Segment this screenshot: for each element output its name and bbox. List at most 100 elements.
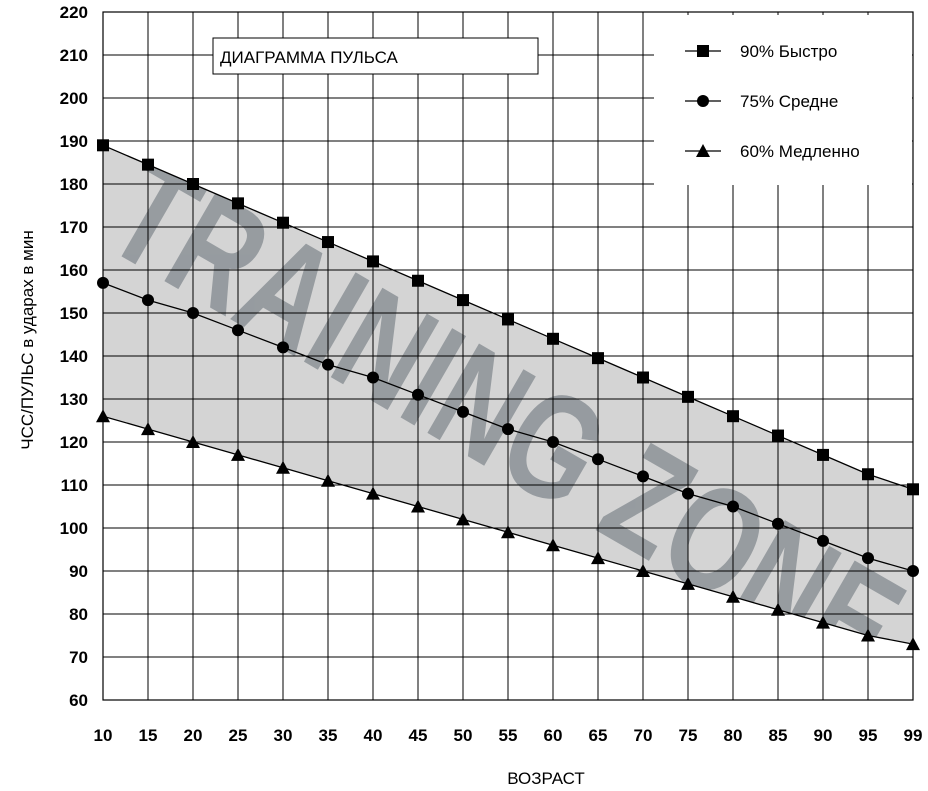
data-point-circle: [907, 565, 919, 577]
data-point-circle: [547, 436, 559, 448]
y-tick-label: 130: [60, 390, 88, 409]
data-point-square: [367, 255, 379, 268]
x-axis-ticks: 10 15 20 25 30 35 40 45 50 55 60 65 70 75 80 85 90 95 99: [94, 726, 923, 745]
legend-label: 90% Быстро: [740, 42, 837, 61]
data-point-triangle: [681, 576, 695, 590]
data-point-square: [457, 294, 469, 307]
data-point-square: [322, 236, 334, 249]
data-point-triangle: [816, 615, 830, 629]
x-tick-label: 75: [679, 726, 698, 745]
data-point-square: [142, 158, 154, 171]
y-tick-label: 150: [60, 304, 88, 323]
data-point-square: [97, 139, 109, 152]
series-square: [97, 139, 919, 496]
y-tick-label: 190: [60, 132, 88, 151]
chart-grid: [102, 11, 914, 701]
x-tick-label: 65: [589, 726, 608, 745]
data-point-circle: [862, 552, 874, 565]
data-point-square: [772, 429, 784, 442]
data-point-circle: [232, 324, 244, 337]
data-point-circle: [457, 405, 469, 418]
data-point-circle: [727, 500, 739, 513]
x-tick-label: 99: [904, 726, 923, 745]
chart-title: ДИАГРАММА ПУЛЬСА: [220, 48, 398, 67]
y-tick-label: 160: [60, 261, 88, 280]
data-point-circle: [502, 423, 514, 436]
x-tick-label: 50: [454, 726, 473, 745]
data-point-circle: [412, 388, 424, 401]
x-axis-label: ВОЗРАСТ: [507, 769, 585, 788]
data-point-circle: [682, 487, 694, 500]
x-tick-label: 10: [94, 726, 113, 745]
chart-title-box: ДИАГРАММА ПУЛЬСА: [212, 37, 539, 75]
data-point-circle: [817, 534, 829, 547]
x-tick-label: 90: [814, 726, 833, 745]
y-axis-label: ЧСС/ПУЛЬС в ударах в мин: [18, 230, 37, 450]
legend-marker-triangle: [696, 144, 710, 157]
x-tick-label: 70: [634, 726, 653, 745]
legend-marker-circle: [697, 95, 709, 107]
y-tick-label: 100: [60, 519, 88, 538]
legend-label: 75% Средне: [740, 92, 838, 111]
data-point-square: [502, 313, 514, 326]
data-point-circle: [637, 470, 649, 483]
y-tick-label: 170: [60, 218, 88, 237]
data-point-triangle: [636, 564, 650, 577]
series-triangle: [96, 409, 920, 651]
x-tick-label: 35: [319, 726, 338, 745]
data-point-triangle: [501, 525, 515, 539]
x-tick-label: 45: [409, 726, 428, 745]
data-point-circle: [367, 371, 379, 384]
data-point-circle: [772, 517, 784, 530]
y-axis-ticks: 60 70 80 90 100 110 120 130 140 150 160 170 180 190 20…: [60, 3, 88, 710]
x-tick-label: 60: [544, 726, 563, 745]
data-point-square: [547, 332, 559, 345]
data-point-circle: [187, 307, 199, 319]
y-tick-label: 60: [69, 691, 88, 710]
data-point-triangle: [366, 486, 380, 500]
data-point-square: [637, 371, 649, 384]
x-tick-label: 15: [139, 726, 158, 745]
y-tick-label: 70: [69, 648, 88, 667]
data-point-circle: [142, 294, 154, 307]
data-point-triangle: [906, 637, 920, 651]
y-tick-label: 80: [69, 605, 88, 624]
y-tick-label: 120: [60, 433, 88, 452]
x-tick-label: 85: [769, 726, 788, 745]
x-tick-label: 55: [499, 726, 518, 745]
data-point-square: [862, 468, 874, 481]
data-point-triangle: [231, 447, 245, 461]
y-tick-label: 210: [60, 46, 88, 65]
data-point-triangle: [546, 538, 560, 552]
y-tick-label: 140: [60, 347, 88, 366]
x-tick-label: 20: [184, 726, 203, 745]
data-point-square: [817, 448, 829, 461]
data-point-triangle: [186, 435, 200, 448]
data-point-square: [682, 390, 694, 403]
data-point-circle: [97, 276, 109, 289]
x-tick-label: 25: [229, 726, 248, 745]
data-point-triangle: [771, 602, 785, 616]
y-tick-label: 90: [69, 562, 88, 581]
plot-frame: [102, 11, 914, 701]
data-point-square: [277, 216, 289, 229]
data-point-square: [907, 483, 919, 496]
data-point-triangle: [456, 512, 470, 526]
data-point-circle: [277, 341, 289, 354]
data-point-square: [187, 178, 199, 190]
data-point-triangle: [321, 473, 335, 487]
chart-series: [96, 139, 920, 651]
data-point-square: [412, 274, 424, 287]
legend-label: 60% Медленно: [740, 142, 860, 161]
data-point-square: [727, 410, 739, 423]
x-tick-label: 40: [364, 726, 383, 745]
x-tick-label: 95: [859, 726, 878, 745]
data-point-triangle: [861, 628, 875, 642]
chart-legend: 90% Быстро 75% Средне 60% Медленно: [654, 15, 912, 185]
data-point-triangle: [141, 422, 155, 436]
y-tick-label: 200: [60, 89, 88, 108]
legend-marker-square: [697, 45, 709, 57]
data-point-circle: [322, 358, 334, 371]
x-tick-label: 80: [724, 726, 743, 745]
